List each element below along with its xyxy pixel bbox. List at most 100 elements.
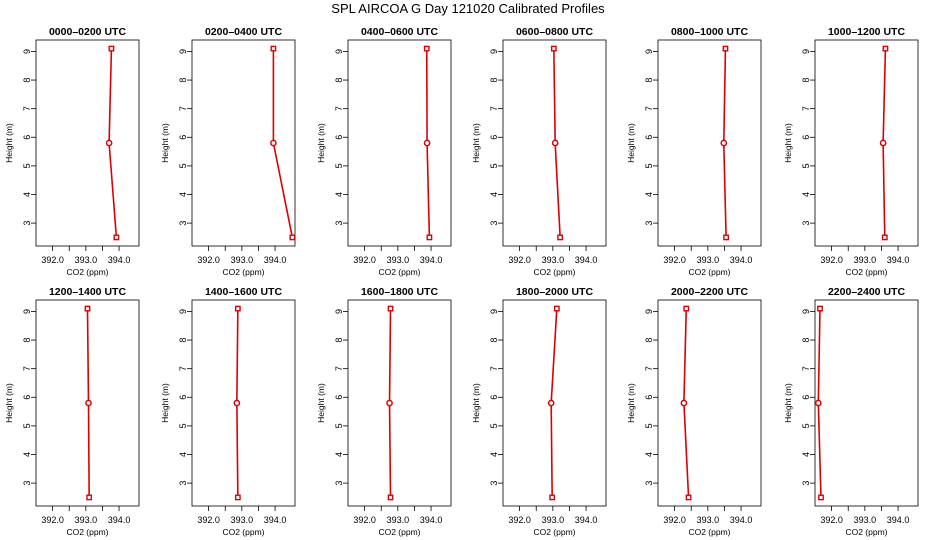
x-tick-label: 392.0 xyxy=(41,515,64,525)
data-point xyxy=(423,45,430,52)
data-point xyxy=(270,139,277,147)
y-tick-label: 7 xyxy=(489,366,499,371)
profile-segment xyxy=(108,142,118,238)
x-tick-label: 394.0 xyxy=(730,515,753,525)
data-point xyxy=(720,139,728,147)
x-tick-label: 393.0 xyxy=(387,515,410,525)
y-tick-label: 7 xyxy=(178,106,188,111)
y-tick-label: 3 xyxy=(644,481,654,486)
x-tick-label: 394.0 xyxy=(887,255,910,265)
profile-segment xyxy=(683,402,690,498)
profile-segment xyxy=(553,48,556,144)
data-point xyxy=(86,494,93,501)
x-tick-label: 393.0 xyxy=(697,515,720,525)
y-tick-label: 8 xyxy=(801,338,811,343)
y-tick-label: 8 xyxy=(489,338,499,343)
y-tick-label: 8 xyxy=(22,338,32,343)
y-axis-label: Height (m) xyxy=(471,123,481,163)
profile-segment xyxy=(388,308,392,404)
y-tick-label: 8 xyxy=(644,338,654,343)
x-tick-label: 394.0 xyxy=(108,255,131,265)
plot-frame xyxy=(502,39,607,247)
y-tick-label: 6 xyxy=(801,395,811,400)
data-point xyxy=(113,234,120,241)
y-tick-label: 5 xyxy=(801,423,811,428)
x-tick-label: 392.0 xyxy=(663,255,686,265)
x-axis-label: CO2 (ppm) xyxy=(66,527,108,537)
y-tick-label: 3 xyxy=(489,221,499,226)
data-point xyxy=(289,234,296,241)
x-axis-label: CO2 (ppm) xyxy=(66,267,108,277)
data-point xyxy=(233,399,241,407)
y-tick-label: 6 xyxy=(178,135,188,140)
x-tick-label: 392.0 xyxy=(820,515,843,525)
profile-segment xyxy=(272,142,294,238)
data-point xyxy=(547,399,555,407)
x-tick-label: 392.0 xyxy=(508,255,531,265)
y-tick-label: 5 xyxy=(644,423,654,428)
panel-title: 2000–2200 UTC xyxy=(671,286,748,298)
data-point xyxy=(882,45,889,52)
data-point xyxy=(879,139,887,147)
y-tick-label: 4 xyxy=(489,452,499,457)
plot-frame xyxy=(191,299,296,507)
y-axis-label: Height (m) xyxy=(626,123,636,163)
panel-title: 1200–1400 UTC xyxy=(49,286,126,298)
profile-segment xyxy=(86,308,90,404)
y-tick-label: 3 xyxy=(22,481,32,486)
data-point xyxy=(818,494,824,501)
y-tick-label: 5 xyxy=(644,163,654,168)
panel-title: 1400–1600 UTC xyxy=(205,286,282,298)
panel-title: 0800–1000 UTC xyxy=(671,26,748,38)
y-axis-label: Height (m) xyxy=(4,383,14,423)
profile-panel: 1800–2000 UTC 392.0 393.0 394.0 3 4 5 6 7 8 9 CO2 (… xyxy=(471,286,607,537)
data-point xyxy=(105,139,113,147)
profile-segment xyxy=(236,402,239,498)
y-tick-label: 3 xyxy=(178,221,188,226)
data-point xyxy=(551,139,559,147)
y-tick-label: 7 xyxy=(22,366,32,371)
y-tick-label: 7 xyxy=(334,106,344,111)
data-point xyxy=(814,399,822,407)
y-tick-label: 6 xyxy=(22,395,32,400)
y-axis-label: Height (m) xyxy=(4,123,14,163)
x-tick-label: 394.0 xyxy=(730,255,753,265)
x-tick-label: 393.0 xyxy=(387,255,410,265)
data-point xyxy=(722,45,729,52)
y-tick-label: 3 xyxy=(178,481,188,486)
profile-segment xyxy=(882,48,887,144)
plot-frame xyxy=(347,299,452,507)
profile-panel: 0200–0400 UTC 392.0 393.0 394.0 3 4 5 6 7 8 9 CO2 (… xyxy=(160,26,296,277)
y-tick-label: 9 xyxy=(801,309,811,314)
y-tick-label: 3 xyxy=(644,221,654,226)
panel-title: 0000–0200 UTC xyxy=(49,26,126,38)
profile-segment xyxy=(683,308,688,404)
y-tick-label: 8 xyxy=(178,78,188,83)
data-point xyxy=(817,305,823,312)
y-tick-label: 3 xyxy=(801,221,811,226)
x-tick-label: 392.0 xyxy=(197,515,220,525)
panel-title: 0600–0800 UTC xyxy=(516,26,593,38)
y-axis-label: Height (m) xyxy=(316,383,326,423)
profile-segment xyxy=(388,402,392,498)
x-tick-label: 393.0 xyxy=(854,515,877,525)
data-point xyxy=(387,494,394,501)
x-tick-label: 394.0 xyxy=(887,515,910,525)
y-tick-label: 9 xyxy=(22,49,32,54)
profile-panel: 2000–2200 UTC 392.0 393.0 394.0 3 4 5 6 7 8 9 CO2 (… xyxy=(626,286,762,537)
y-tick-label: 4 xyxy=(489,192,499,197)
y-tick-label: 7 xyxy=(489,106,499,111)
y-tick-label: 6 xyxy=(334,135,344,140)
y-tick-label: 7 xyxy=(801,366,811,371)
x-tick-label: 393.0 xyxy=(542,255,565,265)
y-tick-label: 7 xyxy=(644,106,654,111)
y-tick-label: 6 xyxy=(334,395,344,400)
plot-frame xyxy=(35,299,140,507)
y-tick-label: 9 xyxy=(644,309,654,314)
y-tick-label: 5 xyxy=(489,423,499,428)
y-tick-label: 7 xyxy=(334,366,344,371)
y-tick-label: 4 xyxy=(178,192,188,197)
x-tick-label: 394.0 xyxy=(420,255,443,265)
profile-panel: 1600–1800 UTC 392.0 393.0 394.0 3 4 5 6 7 8 9 CO2 (… xyxy=(316,286,452,537)
